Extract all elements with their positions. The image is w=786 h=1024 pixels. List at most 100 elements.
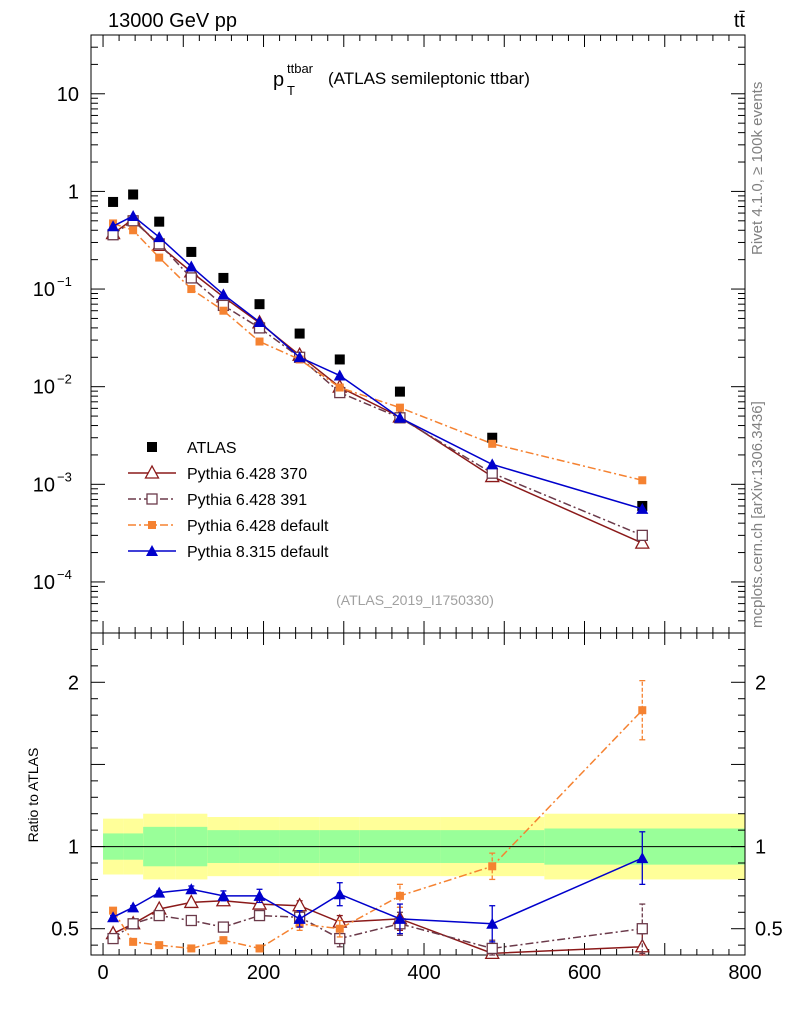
y-tick-label: 10 — [57, 84, 79, 106]
y-tick-label: 10 — [33, 572, 55, 594]
data-point — [187, 285, 196, 294]
data-point — [486, 458, 499, 470]
ratio-point — [638, 706, 647, 715]
legend-label: ATLAS — [187, 440, 237, 457]
ratio-y-tick-label-right: 2 — [755, 672, 766, 694]
data-point — [108, 196, 119, 207]
y-tick-label: 10 — [33, 279, 55, 301]
ratio-point — [335, 924, 344, 933]
data-point — [333, 369, 346, 381]
ratio-point — [185, 914, 197, 927]
ratio-y-tick-label: 2 — [68, 672, 79, 694]
analysis-watermark: (ATLAS_2019_I1750330) — [336, 592, 494, 608]
rivet-label: Rivet 4.1.0, ≥ 100k events — [749, 82, 766, 255]
y-tick-exponent: −3 — [57, 469, 72, 484]
ratio-point — [253, 889, 266, 901]
ratio-point — [293, 912, 306, 924]
ratio-point — [395, 891, 404, 900]
ratio-y-tick-label-right: 1 — [755, 837, 766, 859]
ratio-point — [129, 937, 138, 946]
ratio-point — [217, 889, 230, 901]
ratio-point — [153, 909, 165, 922]
ratio-point — [255, 944, 264, 953]
data-point — [394, 386, 405, 397]
ratio-series-pythia-6-428-default — [109, 679, 647, 953]
ratio-y-tick-label-right: 0.5 — [755, 919, 783, 941]
data-point — [638, 476, 647, 485]
ratio-point — [486, 917, 499, 929]
data-point — [254, 299, 265, 310]
y-tick-exponent: −4 — [57, 567, 72, 582]
data-point — [128, 189, 139, 200]
mcplots-label: mcplots.cern.ch [arXiv:1306.3436] — [749, 401, 766, 628]
data-point — [127, 210, 140, 222]
data-point — [107, 229, 119, 241]
x-tick-label: 600 — [568, 962, 601, 984]
ratio-point — [185, 883, 198, 895]
title-rest: (ATLAS semileptonic ttbar) — [328, 69, 530, 88]
x-tick-label: 200 — [247, 962, 280, 984]
data-point — [293, 351, 306, 363]
header-process: tt̄ — [734, 10, 746, 32]
data-point — [218, 272, 229, 283]
legend-label: Pythia 6.428 370 — [187, 466, 307, 483]
ratio-point — [217, 921, 230, 933]
data-point — [334, 354, 345, 365]
legend-label: Pythia 8.315 default — [187, 544, 329, 561]
series-pythia-8-315-default — [107, 210, 649, 514]
ratio-point — [187, 944, 196, 953]
x-tick-label: 400 — [407, 962, 440, 984]
ratio-point — [636, 852, 649, 864]
ratio-point — [109, 906, 118, 915]
data-point — [219, 306, 228, 315]
data-point — [217, 288, 230, 300]
plot-title: p ttbar T (ATLAS semileptonic ttbar) — [273, 61, 530, 98]
data-point — [107, 220, 120, 232]
legend-entry: Pythia 6.428 370 — [128, 464, 307, 483]
ratio-point — [107, 911, 120, 923]
legend: ATLAS Pythia 6.428 370 Pythia 6.428 391 Pyt… — [128, 440, 329, 561]
series-line — [112, 219, 643, 537]
data-point — [636, 529, 648, 542]
ratio-point — [486, 942, 498, 955]
data-point — [488, 439, 497, 448]
data-point — [486, 467, 498, 479]
title-superscript: ttbar — [287, 61, 314, 76]
ratio-point — [155, 941, 164, 950]
legend-entry: Pythia 6.428 default — [128, 518, 329, 535]
ratio-point — [127, 918, 139, 930]
legend-entry: ATLAS — [147, 440, 237, 457]
y-tick-exponent: −1 — [57, 274, 72, 289]
data-point — [335, 383, 344, 392]
data-point — [395, 403, 404, 412]
title-subscript: T — [287, 83, 295, 98]
legend-entry: Pythia 8.315 default — [128, 544, 329, 561]
data-point — [154, 216, 165, 227]
ratio-point — [393, 912, 406, 924]
y-tick-label: 1 — [68, 181, 79, 203]
series-atlas — [108, 189, 648, 511]
x-tick-label: 0 — [97, 962, 108, 984]
data-point — [634, 534, 650, 549]
ratio-point — [153, 886, 166, 898]
series-line — [112, 222, 643, 482]
legend-label: Pythia 6.428 391 — [187, 492, 307, 509]
ratio-point — [488, 862, 497, 871]
ratio-point — [219, 936, 228, 945]
ratio-point — [333, 888, 346, 900]
legend-marker — [146, 545, 158, 556]
ratio-series-pythia-8-315-default — [107, 831, 649, 943]
data-point — [255, 337, 264, 346]
data-point — [636, 502, 649, 514]
lower-plot-frame — [90, 632, 746, 956]
data-point — [153, 231, 166, 243]
ratio-point — [253, 909, 266, 922]
legend-marker — [148, 521, 156, 529]
data-point — [129, 226, 138, 235]
ratio-point — [292, 897, 308, 912]
data-point — [393, 411, 406, 423]
title-p: p — [273, 69, 284, 91]
data-point — [487, 432, 498, 443]
data-point — [253, 315, 266, 327]
